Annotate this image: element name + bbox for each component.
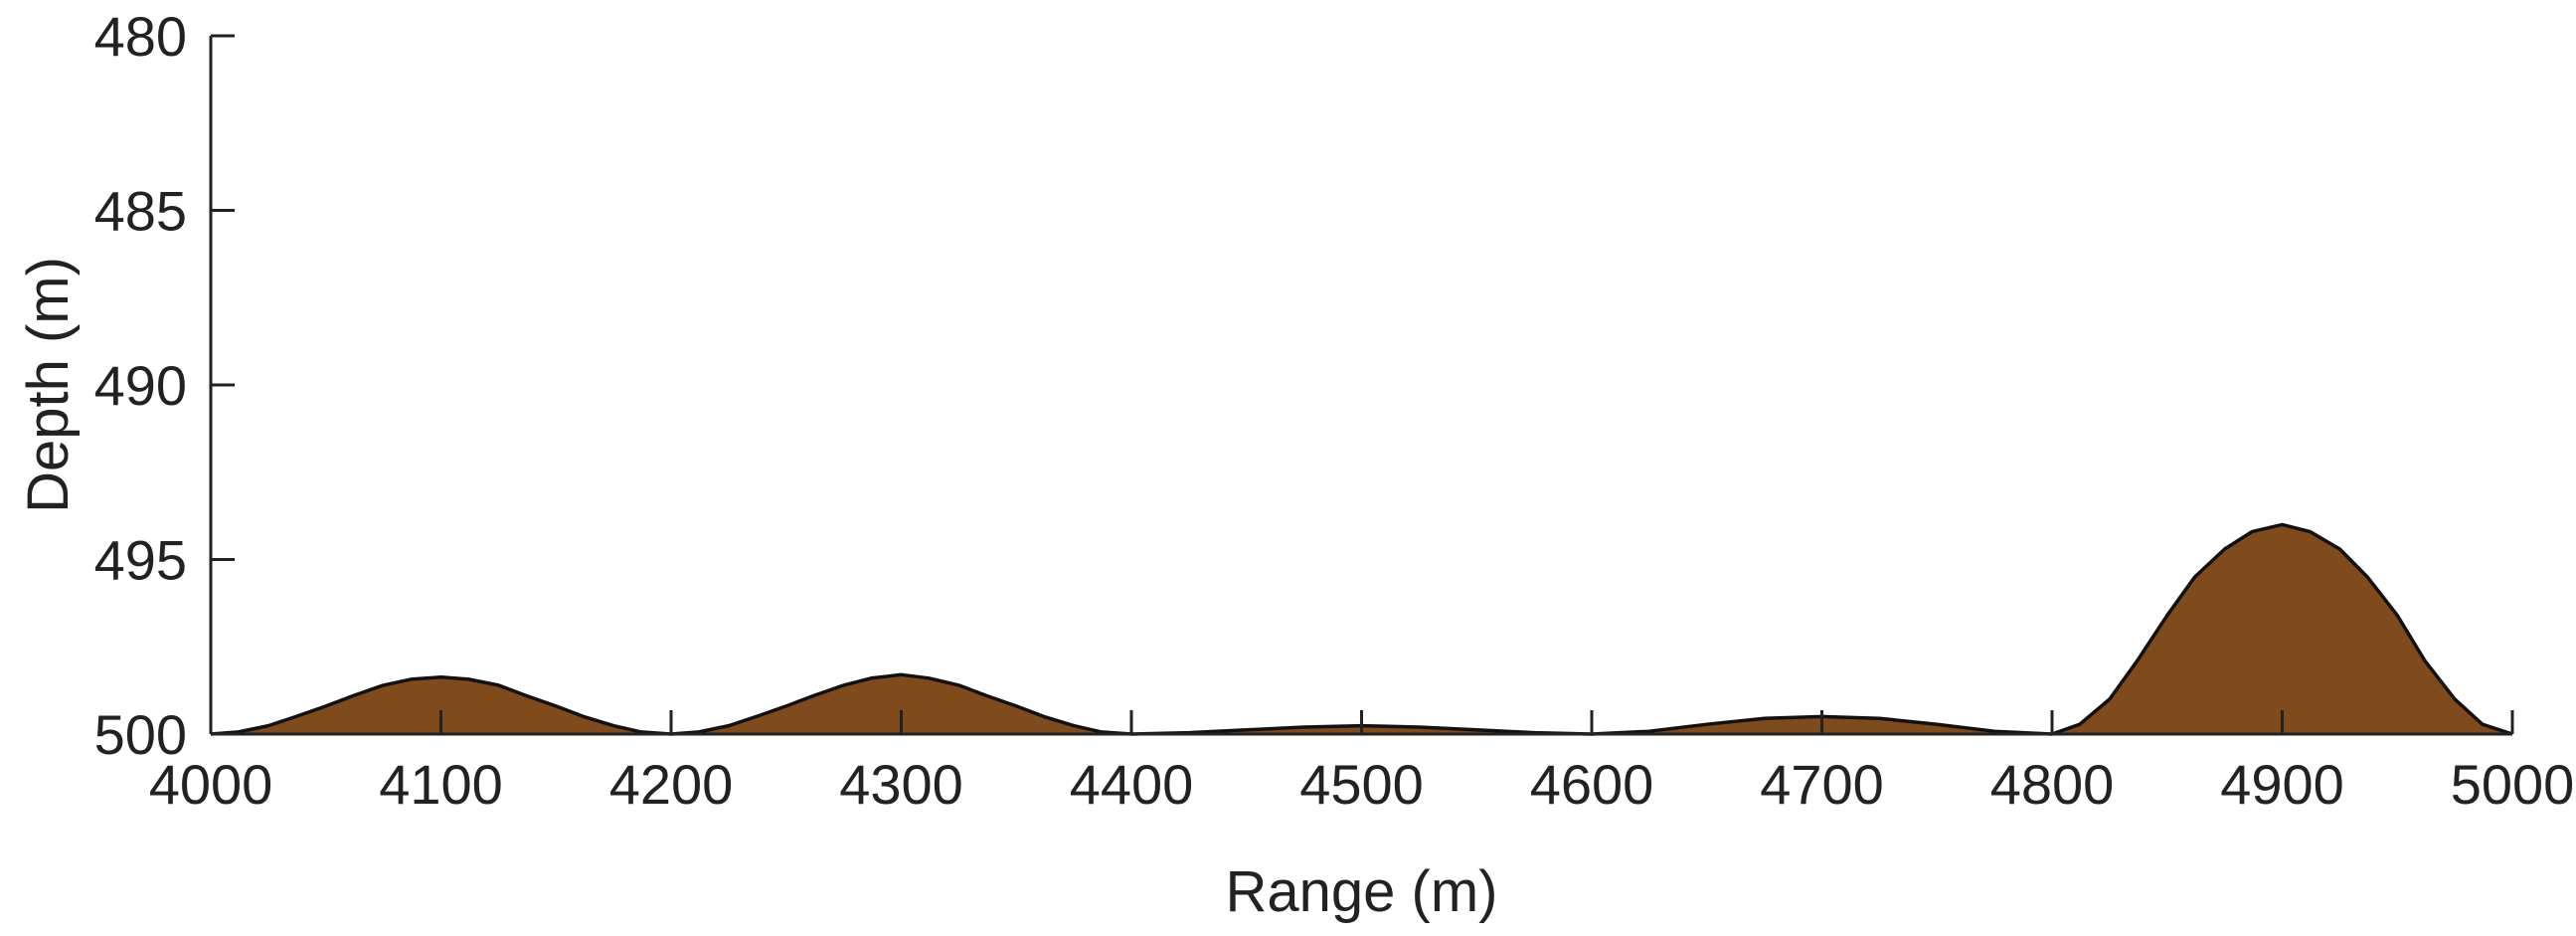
- x-tick-label: 4100: [379, 753, 503, 816]
- axes: 4000 4100 4200 4300 4400 4500 4600 4700 4800 4900…: [94, 5, 2575, 816]
- y-tick-label: 490: [94, 354, 187, 417]
- y-tick-label: 500: [94, 703, 187, 766]
- x-tick-label: 4600: [1530, 753, 1654, 816]
- y-axis-ticks: 480 485 490 495 500: [94, 5, 235, 766]
- x-axis-label: Range (m): [1226, 859, 1498, 924]
- seabed-area-series: [211, 524, 2512, 734]
- y-tick-label: 480: [94, 5, 187, 68]
- y-axis-label: Depth (m): [16, 257, 81, 513]
- x-tick-label: 4400: [1070, 753, 1194, 816]
- x-tick-label: 4000: [149, 753, 273, 816]
- x-tick-label: 5000: [2451, 753, 2575, 816]
- x-tick-label: 4500: [1299, 753, 1424, 816]
- x-tick-label: 4700: [1760, 753, 1884, 816]
- x-axis-ticks: 4000 4100 4200 4300 4400 4500 4600 4700 4800 4900…: [149, 710, 2575, 816]
- x-tick-label: 4200: [609, 753, 734, 816]
- plot-area: [210, 522, 2513, 736]
- x-tick-label: 4800: [1990, 753, 2115, 816]
- y-tick-label: 495: [94, 529, 187, 592]
- x-tick-label: 4900: [2220, 753, 2344, 816]
- x-tick-label: 4300: [839, 753, 963, 816]
- y-tick-label: 485: [94, 180, 187, 243]
